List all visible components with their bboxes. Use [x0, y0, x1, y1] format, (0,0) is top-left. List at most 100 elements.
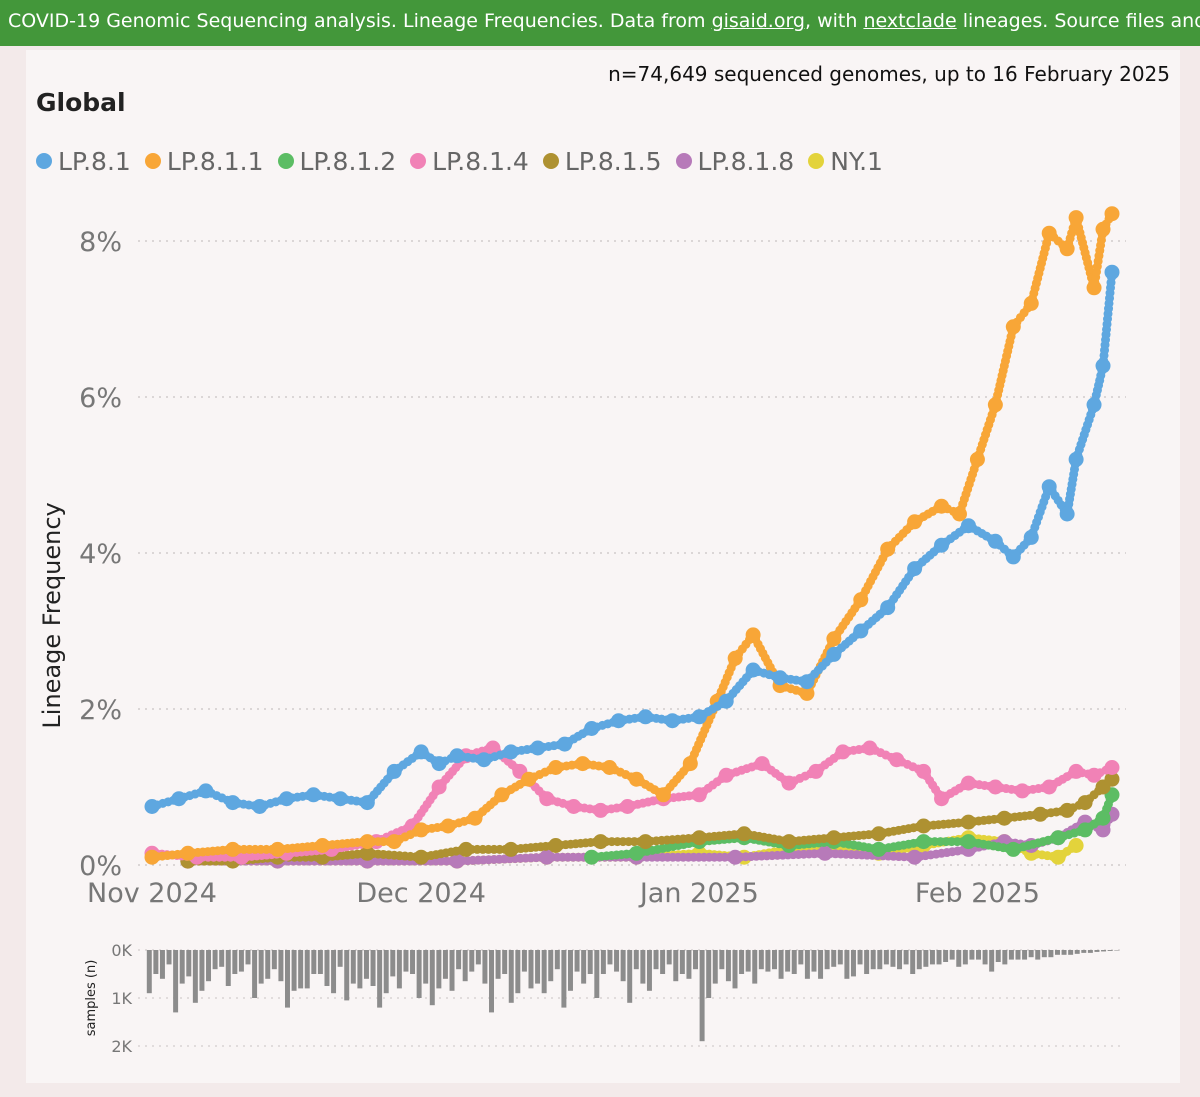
sample-bar — [989, 950, 995, 972]
sample-bar — [179, 950, 185, 984]
data-point — [359, 845, 375, 861]
samples-tick-label: 1K — [111, 989, 132, 1008]
data-point — [736, 826, 752, 842]
sample-bar — [739, 950, 745, 974]
sample-bar — [943, 950, 949, 962]
sample-bar — [956, 950, 962, 967]
data-point — [871, 826, 887, 842]
data-point — [1059, 802, 1075, 818]
sample-bar — [429, 950, 435, 1006]
sample-bar — [653, 950, 659, 970]
sample-bar — [212, 950, 218, 970]
data-point — [467, 810, 483, 826]
legend-item-lp-8-1-8[interactable]: LP.8.1.8 — [675, 146, 795, 176]
sample-bar — [772, 950, 777, 970]
sample-bar — [620, 950, 626, 982]
nextclade-link[interactable]: nextclade — [863, 10, 957, 32]
sample-bar — [594, 950, 600, 998]
data-point — [1041, 479, 1057, 495]
data-point — [907, 849, 923, 865]
data-point — [1014, 783, 1030, 799]
data-point — [934, 537, 950, 553]
gisaid-link[interactable]: gisaid.org — [711, 10, 805, 32]
data-point — [916, 763, 932, 779]
sample-bar — [646, 950, 652, 991]
sample-bar — [706, 950, 712, 998]
data-point — [718, 767, 734, 783]
legend-item-lp-8-1-5[interactable]: LP.8.1.5 — [542, 147, 662, 176]
sample-bar — [416, 950, 422, 998]
sample-bar — [331, 950, 337, 994]
data-point — [225, 841, 241, 857]
data-point — [171, 791, 187, 807]
sample-bar — [1101, 950, 1107, 952]
sample-bar — [679, 950, 685, 974]
data-point — [826, 631, 842, 647]
data-point — [1077, 795, 1093, 811]
sample-bar — [864, 950, 870, 974]
sample-bar — [1008, 950, 1014, 960]
sample-bar — [1107, 950, 1113, 951]
data-point — [611, 713, 627, 729]
sample-bar — [554, 950, 560, 970]
data-point — [270, 841, 286, 857]
data-point — [180, 845, 196, 861]
sample-bar — [535, 950, 541, 984]
data-point — [359, 834, 375, 850]
data-point — [1041, 225, 1057, 241]
data-point — [530, 740, 546, 756]
sample-bar — [344, 950, 350, 1001]
banner-text-2: , with — [805, 10, 864, 32]
data-point — [745, 627, 761, 643]
data-point — [1086, 397, 1102, 413]
legend-label: LP.8.1.8 — [697, 146, 795, 176]
sample-bar — [969, 950, 975, 960]
data-point — [934, 498, 950, 514]
data-point — [682, 756, 698, 772]
legend-item-lp-8-1-4[interactable]: LP.8.1.4 — [410, 147, 529, 176]
y-tick-label: 6% — [79, 383, 122, 414]
data-point — [1050, 830, 1066, 846]
sample-bar — [995, 950, 1001, 962]
sample-bar — [238, 950, 244, 972]
sample-bar — [561, 950, 567, 1008]
data-point — [960, 814, 976, 830]
data-point — [960, 775, 976, 791]
sample-bar — [1015, 950, 1021, 960]
data-point — [960, 834, 976, 850]
sample-bar — [521, 950, 527, 972]
sample-bar — [778, 950, 784, 979]
data-point — [655, 787, 671, 803]
sample-bar — [818, 950, 824, 979]
sample-bar — [1081, 950, 1087, 953]
sample-bar — [752, 950, 758, 984]
data-point — [548, 760, 564, 775]
legend-item-lp-8-1-2[interactable]: LP.8.1.2 — [277, 147, 396, 176]
legend-item-lp-8-1[interactable]: LP.8.1 — [36, 147, 131, 176]
legend-label: NY.1 — [830, 146, 883, 176]
data-point — [413, 822, 429, 838]
data-point — [449, 748, 465, 764]
data-point — [1023, 295, 1039, 311]
sample-bar — [903, 950, 909, 965]
sample-bar — [850, 950, 856, 977]
sample-bar — [146, 950, 152, 994]
data-point — [1005, 841, 1021, 857]
sample-bar — [745, 950, 751, 972]
x-tick-label: Nov 2024 — [87, 878, 217, 909]
sample-bar — [232, 950, 238, 974]
sample-bar — [377, 950, 383, 1008]
sample-bar — [442, 950, 448, 979]
data-point — [413, 849, 429, 865]
data-point — [835, 744, 851, 760]
data-point — [1104, 760, 1120, 775]
data-point — [1104, 264, 1120, 280]
sample-bar — [173, 950, 179, 1013]
legend-item-lp-8-1-1[interactable]: LP.8.1.1 — [144, 147, 264, 176]
data-point — [1005, 319, 1021, 335]
legend-item-ny-1[interactable]: NY.1 — [808, 147, 883, 176]
data-point — [1059, 241, 1075, 257]
data-point — [584, 849, 600, 865]
sample-bar — [225, 950, 231, 986]
data-point — [691, 830, 707, 846]
